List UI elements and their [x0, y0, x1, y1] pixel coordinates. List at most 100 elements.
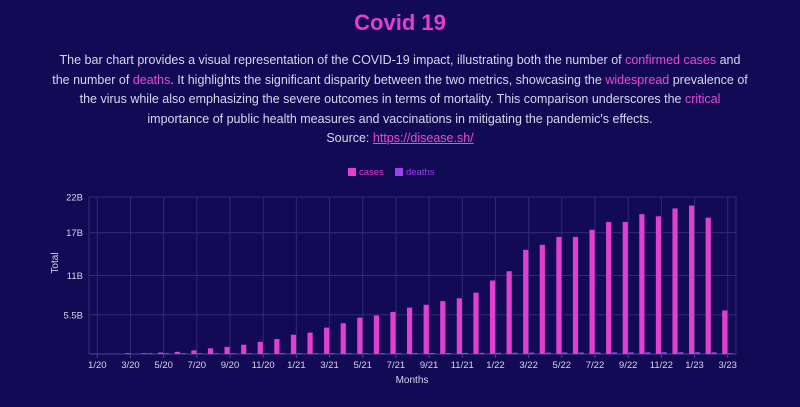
cases-bar	[473, 292, 479, 354]
deaths-bar	[694, 352, 701, 354]
deaths-bar	[329, 353, 336, 354]
deaths-bar	[495, 352, 501, 354]
cases-bar	[357, 317, 363, 354]
cases-bar	[572, 236, 579, 354]
x-tick-label: 3/23	[718, 360, 737, 371]
deaths-bar	[379, 353, 385, 354]
deaths-bar	[263, 353, 269, 354]
cases-bar	[722, 310, 728, 354]
cases-bar	[655, 216, 662, 354]
y-tick-label: 22B	[66, 193, 83, 204]
x-tick-label: 7/22	[586, 360, 605, 371]
cases-bar	[672, 208, 678, 354]
desc-text-4: prevalence of the virus while also empha…	[79, 72, 748, 107]
highlight-deaths: deaths	[132, 72, 171, 87]
x-tick-label: 3/20	[121, 360, 140, 371]
deaths-bar	[645, 352, 651, 354]
x-tick-label: 11/21	[451, 360, 474, 371]
deaths-bar	[280, 353, 286, 354]
legend-label-deaths: deaths	[406, 167, 435, 178]
desc-text-2: and the number of	[52, 53, 741, 87]
x-axis-ticks: 1/20 3/20 5/20 7/20 9/20 11/20 1/21 3/21 5/21 7/2…	[88, 354, 737, 371]
deaths-bar	[711, 352, 717, 354]
highlight-widespread: widespread	[605, 72, 670, 87]
deaths-bar	[728, 353, 734, 354]
deaths-bar	[429, 353, 435, 354]
cases-bar	[141, 353, 147, 354]
highlight-confirmed-cases: confirmed cases	[625, 53, 717, 67]
desc-text-5: importance of public health measures and…	[147, 111, 653, 126]
x-tick-label: 1/23	[685, 360, 704, 371]
deaths-bar	[230, 353, 236, 354]
cases-bar	[191, 350, 197, 354]
deaths-bar	[197, 353, 203, 354]
x-tick-label: 1/20	[88, 360, 107, 371]
deaths-bar	[628, 352, 634, 354]
deaths-bar	[578, 352, 584, 354]
source-label: Source:	[326, 131, 373, 145]
cases-bar	[589, 229, 595, 354]
x-tick-label: 9/22	[619, 360, 638, 371]
x-tick-label: 3/21	[320, 360, 339, 371]
highlight-critical: critical	[684, 92, 721, 106]
deaths-bar	[412, 353, 418, 354]
x-tick-label: 9/21	[420, 360, 439, 371]
cases-bar	[174, 351, 180, 354]
legend-swatch-deaths	[395, 168, 403, 176]
x-tick-label: 11/22	[650, 360, 673, 371]
x-tick-label: 1/22	[486, 360, 505, 371]
cases-bar	[207, 348, 214, 354]
deaths-bar	[528, 352, 535, 354]
cases-bar	[539, 244, 545, 354]
page-title: Covid 19	[354, 10, 446, 35]
x-tick-label: 7/21	[387, 360, 406, 371]
cases-bar	[639, 214, 645, 354]
cases-bar	[689, 205, 695, 354]
deaths-bar	[595, 352, 601, 354]
x-tick-label: 5/20	[154, 360, 173, 371]
cases-bar	[373, 315, 380, 354]
x-tick-label: 5/21	[353, 360, 372, 371]
cases-bar	[622, 221, 628, 354]
x-tick-label: 1/21	[287, 360, 306, 371]
desc-text-3: . It highlights the significant disparit…	[170, 72, 606, 87]
legend-swatch-cases	[348, 168, 356, 176]
cases-bar	[456, 298, 462, 354]
x-tick-label: 11/20	[252, 360, 275, 371]
y-tick-label: 5.5B	[63, 310, 83, 321]
cases-bar	[606, 221, 612, 354]
cases-bar	[241, 344, 247, 354]
deaths-bar	[545, 352, 551, 354]
chart-legend[interactable]: cases deaths	[348, 167, 435, 178]
x-tick-label: 3/22	[519, 360, 538, 371]
x-tick-label: 9/20	[221, 360, 240, 371]
cases-bar	[274, 339, 280, 354]
cases-bar	[440, 301, 446, 354]
deaths-bar	[363, 353, 369, 354]
source-link[interactable]: https://disease.sh/	[372, 131, 474, 145]
deaths-bar	[296, 353, 302, 354]
x-tick-label: 7/20	[188, 360, 207, 371]
cases-bar	[523, 249, 529, 354]
deaths-bar	[396, 353, 402, 354]
deaths-bar	[246, 353, 253, 354]
cases-bar	[489, 280, 496, 354]
deaths-bar	[163, 353, 170, 354]
deaths-bar	[562, 352, 568, 354]
cases-bar	[423, 304, 429, 354]
cases-bar	[324, 327, 330, 354]
cases-bar	[506, 271, 512, 354]
chart-description: The bar chart provides a visual represen…	[50, 51, 750, 149]
deaths-bar	[678, 352, 684, 354]
cases-bar	[224, 346, 230, 354]
y-tick-label: 17B	[66, 228, 83, 239]
chart-bars	[124, 205, 734, 354]
cases-bar	[340, 323, 346, 354]
deaths-bar	[313, 353, 319, 354]
y-axis-label: Total	[50, 252, 61, 273]
cases-bar	[257, 341, 263, 354]
chart-grid	[88, 196, 737, 355]
deaths-bar	[445, 353, 452, 354]
deaths-bar	[611, 352, 618, 354]
